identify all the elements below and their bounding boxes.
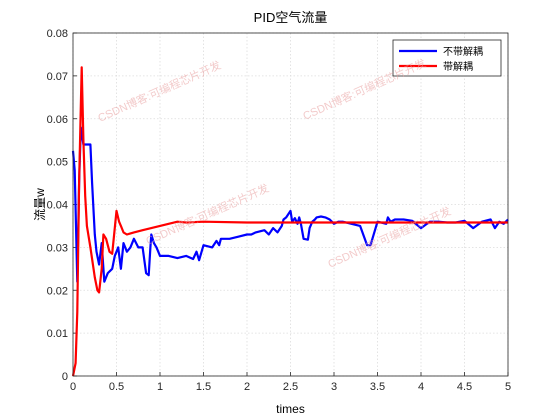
y-axis-label: 流量w: [33, 188, 47, 221]
x-tick-label: 2.5: [283, 381, 298, 393]
x-tick-label: 0.5: [109, 381, 124, 393]
x-tick-label: 3.5: [370, 381, 385, 393]
x-tick-label: 1.5: [196, 381, 211, 393]
y-tick-label: 0.05: [47, 157, 68, 169]
footer-watermark-shadow: 掘金技术社区 @可编程芯片开发: [363, 399, 549, 414]
x-tick-label: 4: [418, 381, 424, 393]
y-tick-label: 0: [62, 371, 68, 383]
plot-frame: [72, 32, 509, 377]
y-tick-labels: 0 0.01 0.02 0.03 0.04 0.05 0.06 0.07 0.08: [47, 28, 68, 383]
x-tick-label: 1: [157, 381, 163, 393]
y-tick-label: 0.03: [47, 242, 68, 254]
x-tick-label: 2: [244, 381, 250, 393]
legend-label-series-1: 不带解耦: [443, 45, 483, 58]
x-tick-labels: 0 0.5 1 1.5 2 2.5 3 3.5 4 4.5 5: [70, 381, 511, 393]
x-tick-label: 4.5: [457, 381, 472, 393]
series-layer: [71, 66, 509, 377]
x-tick-label: 3: [331, 381, 337, 393]
y-tick-label: 0.01: [47, 328, 68, 340]
x-tick-label: 0: [70, 381, 76, 393]
x-axis-label: times: [276, 402, 305, 416]
y-tick-label: 0.08: [47, 28, 68, 40]
legend-box: [392, 39, 502, 77]
y-tick-label: 0.06: [47, 114, 68, 126]
legend: 不带解耦 带解耦: [392, 39, 502, 77]
legend-label-series-2: 带解耦: [443, 60, 473, 73]
x-tick-label: 5: [505, 381, 511, 393]
y-tick-label: 0.02: [47, 285, 68, 297]
footer-watermark-text: 掘金技术社区 @可编程芯片开发: [362, 398, 548, 413]
y-tick-label: 0.04: [47, 200, 68, 212]
footer-watermark: 掘金技术社区 @可编程芯片开发 掘金技术社区 @可编程芯片开发: [362, 398, 549, 414]
y-tick-label: 0.07: [47, 71, 68, 83]
chart-title: PID空气流量: [254, 10, 328, 25]
series-line-2: [71, 66, 508, 377]
